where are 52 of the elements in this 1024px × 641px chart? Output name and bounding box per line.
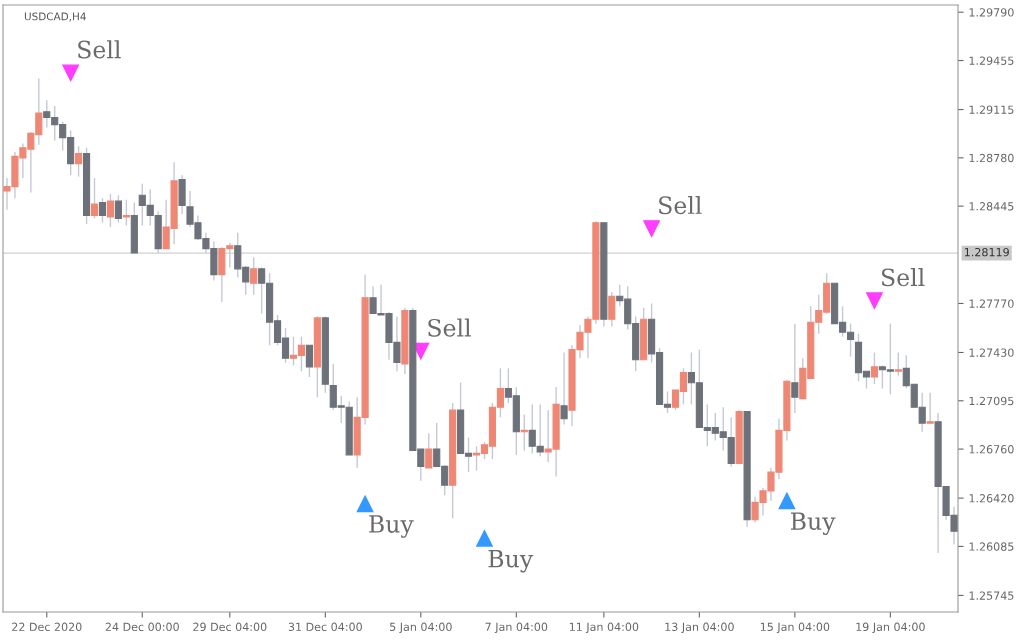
candlestick: [425, 432, 433, 469]
x-tick-label: 24 Dec 00:00: [105, 622, 179, 632]
candlestick: [926, 392, 934, 424]
text: Buy: [790, 512, 836, 535]
x-tick-label: 31 Dec 04:00: [288, 622, 362, 632]
series-label: Sell: [428, 318, 471, 337]
candlestick: [305, 344, 313, 378]
x-tick-label: 29 Dec 04:00: [193, 622, 267, 632]
x-tick-label: 7 Jan 04:00: [485, 622, 548, 634]
text: Sell: [881, 268, 925, 287]
candlestick: [560, 351, 568, 426]
x-tick-label: 19 Jan 04:00: [856, 622, 925, 634]
candlestick: [791, 322, 799, 414]
x-tick-label: 22 Dec 2020: [12, 622, 82, 632]
candlestick: [90, 177, 99, 220]
x-tick-label: 5 Jan 04:00: [390, 622, 452, 634]
candlestick: [106, 193, 115, 228]
point: [62, 64, 79, 82]
y-tick-label: 1.28780: [969, 153, 1014, 163]
point: [778, 492, 796, 510]
y-tick-label: 1.29790: [969, 8, 1014, 17]
text: Buy: [369, 515, 414, 538]
y-tick-label: 1.26420: [969, 494, 1014, 503]
x-tick-label: 13 Jan 04:00: [665, 622, 734, 634]
y-tick-label: 1.25745: [969, 591, 1014, 600]
point: [643, 220, 660, 237]
text: USDCAD,H4: [24, 12, 86, 22]
candlestick: [250, 256, 258, 296]
y-tick-label: 1.29115: [969, 105, 1014, 114]
candlestick: [870, 351, 879, 385]
series-label: Buy: [488, 549, 534, 573]
point: [866, 292, 883, 309]
candlestick: [122, 198, 130, 227]
candlestick: [894, 351, 902, 377]
x-tick-label: 11 Jan 04:00: [569, 622, 639, 634]
point: [476, 530, 493, 547]
y-tick-label: 1.28445: [969, 202, 1014, 211]
text: Sell: [78, 40, 121, 59]
y-tick-label: 1.29455: [969, 56, 1014, 65]
candlestick: [608, 291, 616, 328]
point: [356, 495, 374, 513]
ref-line-label: 1.28119: [964, 247, 1009, 257]
y-tick-label: 1.27430: [969, 348, 1014, 357]
candlestick: [114, 194, 122, 224]
y-tick-label: 1.27770: [969, 299, 1014, 308]
y-tick-label: 1.26760: [969, 445, 1014, 454]
text: Sell: [659, 195, 702, 215]
candlestick: [75, 145, 83, 178]
x-tick-label: 15 Jan 04:00: [760, 622, 830, 634]
y-tick-label: 1.26085: [969, 542, 1014, 551]
candlestick: [98, 197, 107, 224]
y-tick-label: 1.27095: [969, 396, 1014, 406]
